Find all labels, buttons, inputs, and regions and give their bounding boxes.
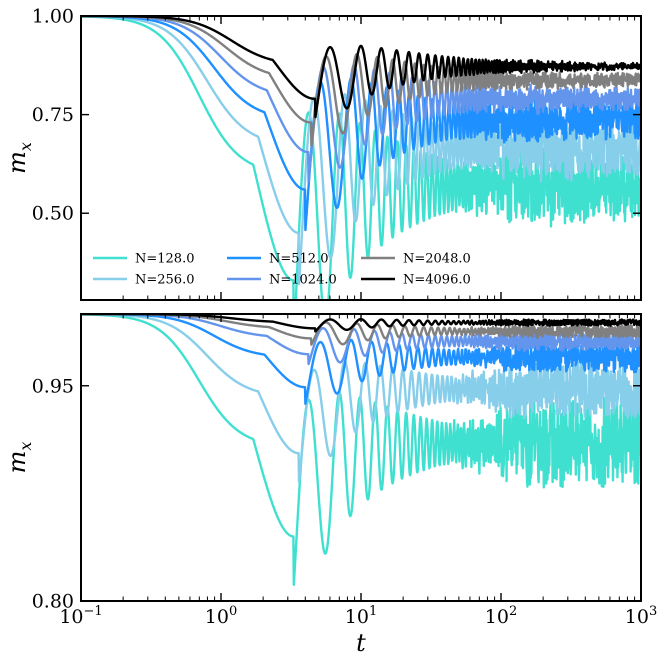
series-line-N=2048.0 xyxy=(81,16,641,147)
legend-label: N=1024.0 xyxy=(269,273,337,288)
y-tick-label: 0.50 xyxy=(32,203,74,225)
bottom-series-lines xyxy=(81,314,641,586)
series-line-N=256.0 xyxy=(81,16,641,286)
y-tick-label: 0.75 xyxy=(32,104,74,126)
top-y-ticks: 0.50 0.75 1.00 xyxy=(32,6,641,225)
legend-label: N=128.0 xyxy=(135,252,194,267)
x-axis-label: t xyxy=(356,629,366,657)
legend-label: N=256.0 xyxy=(135,273,194,288)
legend-label: N=2048.0 xyxy=(403,252,471,267)
top-x-ticks xyxy=(80,16,642,300)
top-series-lines xyxy=(81,16,641,300)
x-tick-label: 102 xyxy=(485,604,517,628)
series-line-N=4096.0 xyxy=(81,16,641,119)
bottom-panel: 0.80 0.95 10−1 100 101 102 103 mx t xyxy=(3,313,657,657)
y-tick-label: 0.95 xyxy=(32,375,74,397)
x-tick-label: 103 xyxy=(625,604,657,628)
x-tick-label: 100 xyxy=(205,604,237,628)
legend-label: N=4096.0 xyxy=(403,273,471,288)
legend-label: N=512.0 xyxy=(269,252,328,267)
bottom-x-ticks xyxy=(80,314,642,601)
x-tick-label: 10−1 xyxy=(59,604,102,628)
series-line-N=512.0 xyxy=(81,16,641,232)
legend: N=128.0 N=256.0 N=512.0 N=1024.0 N=2048.0 N=4… xyxy=(93,252,471,288)
y-tick-label: 0.80 xyxy=(32,591,74,613)
x-tick-label: 101 xyxy=(345,604,377,628)
top-y-axis-label: mx xyxy=(3,142,35,174)
bottom-y-ticks: 0.80 0.95 xyxy=(32,375,641,613)
bottom-y-axis-label: mx xyxy=(3,442,35,474)
top-panel: 0.50 0.75 1.00 mx N=128.0 N=256.0 N=512.0 N=102… xyxy=(3,6,642,301)
series-line-N=512.0 xyxy=(81,314,641,406)
y-tick-label: 1.00 xyxy=(32,6,74,28)
series-line-N=1024.0 xyxy=(81,16,641,183)
